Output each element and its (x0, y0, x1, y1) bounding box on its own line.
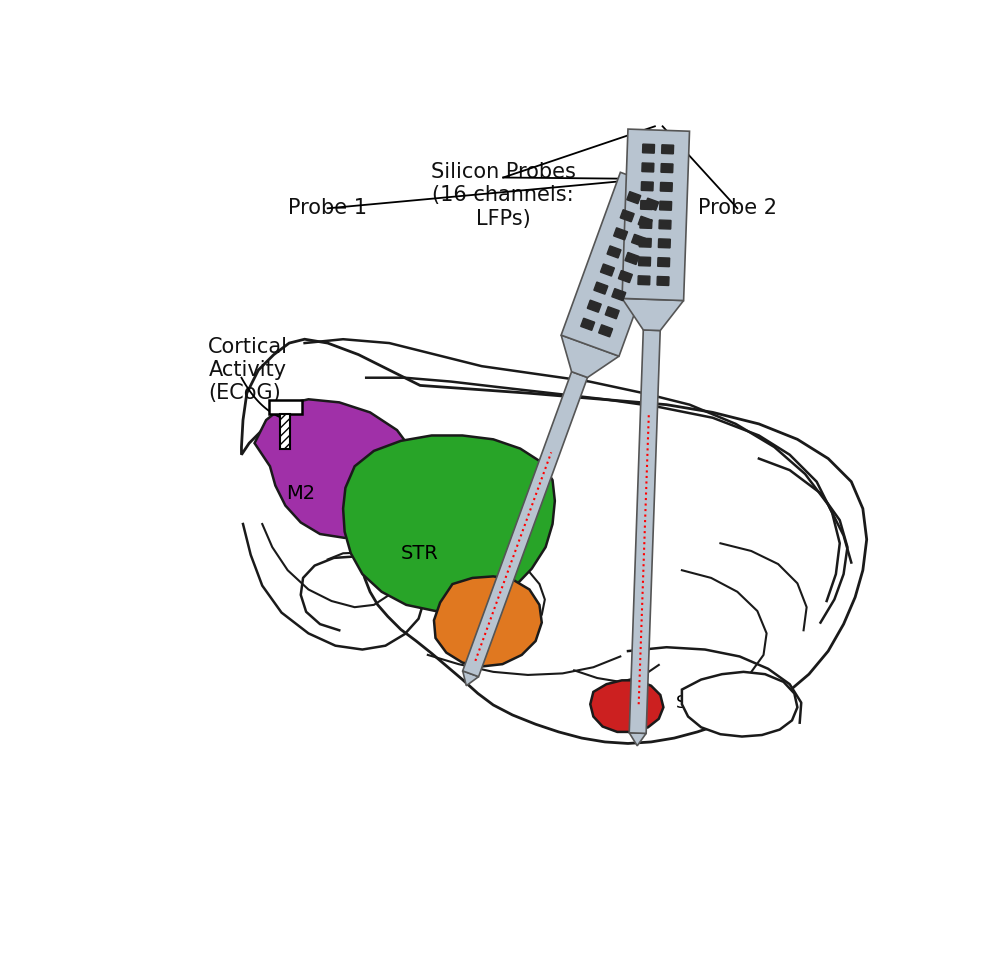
Polygon shape (241, 339, 867, 744)
Polygon shape (607, 246, 621, 258)
Polygon shape (658, 239, 670, 248)
Text: STN: STN (676, 695, 712, 713)
Bar (280, 413, 290, 448)
Polygon shape (662, 145, 674, 154)
Text: STR: STR (401, 544, 439, 563)
Polygon shape (590, 680, 663, 732)
Polygon shape (632, 235, 646, 246)
Polygon shape (620, 210, 634, 222)
Polygon shape (640, 219, 652, 228)
Polygon shape (659, 220, 671, 229)
Polygon shape (641, 201, 653, 210)
Polygon shape (660, 183, 672, 191)
Polygon shape (657, 276, 669, 286)
Text: GPe: GPe (473, 631, 509, 648)
Polygon shape (463, 372, 588, 676)
Polygon shape (661, 163, 673, 173)
Polygon shape (622, 298, 684, 330)
Polygon shape (639, 257, 651, 266)
Text: Probe 2: Probe 2 (698, 198, 777, 218)
Polygon shape (629, 733, 646, 746)
Polygon shape (645, 198, 659, 211)
Bar (269, 400, 302, 413)
Polygon shape (660, 201, 672, 211)
Polygon shape (638, 216, 652, 228)
Polygon shape (641, 182, 653, 190)
Polygon shape (587, 300, 601, 312)
Text: Silicon Probes
(16 channels:
LFPs): Silicon Probes (16 channels: LFPs) (431, 162, 576, 229)
Polygon shape (600, 264, 614, 276)
Polygon shape (581, 318, 595, 330)
Polygon shape (639, 239, 651, 247)
Polygon shape (561, 335, 619, 378)
Polygon shape (463, 670, 479, 686)
Polygon shape (622, 129, 690, 300)
Polygon shape (612, 289, 626, 300)
Text: SNr: SNr (729, 699, 761, 718)
Text: M2: M2 (286, 484, 315, 502)
Polygon shape (255, 399, 416, 538)
Polygon shape (627, 191, 641, 204)
Polygon shape (614, 228, 628, 240)
Polygon shape (605, 306, 619, 319)
Text: Cortical
Activity
(ECoG): Cortical Activity (ECoG) (208, 337, 288, 403)
Polygon shape (343, 436, 555, 611)
Polygon shape (638, 276, 650, 285)
Polygon shape (561, 172, 678, 356)
Polygon shape (643, 144, 655, 154)
Polygon shape (682, 672, 797, 736)
Polygon shape (629, 330, 660, 733)
Polygon shape (599, 325, 613, 337)
Polygon shape (642, 163, 654, 172)
Polygon shape (658, 258, 670, 267)
Polygon shape (618, 270, 632, 283)
Polygon shape (594, 282, 608, 295)
Polygon shape (625, 252, 639, 265)
Polygon shape (434, 577, 542, 667)
Text: Probe 1: Probe 1 (288, 198, 367, 218)
